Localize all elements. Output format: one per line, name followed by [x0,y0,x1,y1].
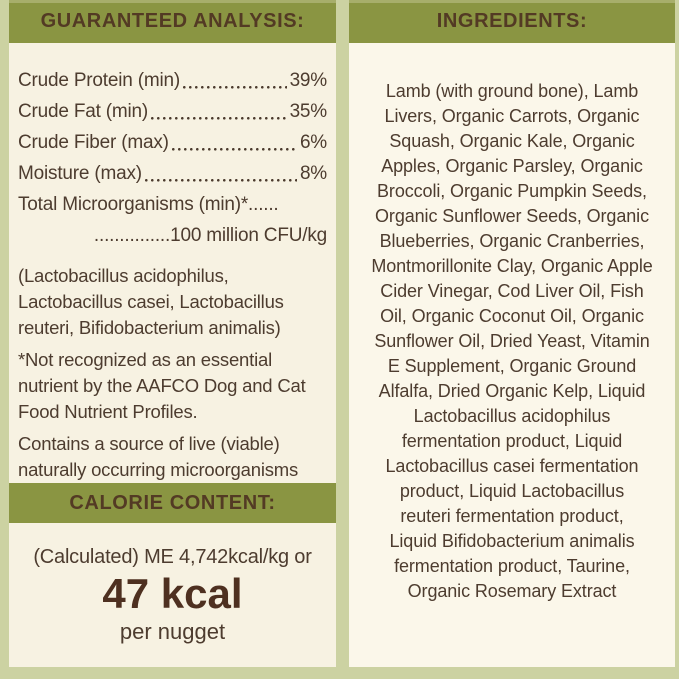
analysis-rows: Crude Protein (min) 39% Crude Fat (min) … [18,65,327,189]
guaranteed-analysis-body: Crude Protein (min) 39% Crude Fat (min) … [9,43,336,483]
ingredient-line: product, Liquid Lactobacillus [399,481,625,501]
ingredient-line: Apples, Organic Parsley, Organic [381,156,643,176]
analysis-value: 35% [289,101,328,122]
analysis-row: Moisture (max) 8% [18,158,327,189]
ingredient-line: Alfalfa, Dried Organic Kelp, Liquid [378,381,646,401]
dot-leader [144,179,297,183]
ingredient-line: reuteri fermentation product, [400,506,624,526]
ingredient-line: Broccoli, Organic Pumpkin Seeds, [377,181,647,201]
guaranteed-analysis-panel: GUARANTEED ANALYSIS: Crude Protein (min)… [9,0,336,667]
microorganisms-value: ...............100 million CFU/kg [93,225,327,246]
analysis-label: Crude Fiber (max) [18,132,169,153]
live-microorganisms-note: Contains a source of live (viable) natur… [18,433,299,480]
analysis-value: 6% [299,132,327,153]
ingredient-line: fermentation product, Liquid [401,431,623,451]
dot-leader [182,86,287,90]
analysis-row: Crude Fat (min) 35% [18,96,327,127]
ingredient-line: Organic Sunflower Seeds, Organic [375,206,649,226]
ingredients-panel: INGREDIENTS: Lamb (with ground bone), La… [349,0,675,667]
ingredient-line: Lactobacillus casei fermentation [385,456,639,476]
aafco-disclaimer-note: *Not recognized as an essential nutrient… [18,349,306,422]
ingredient-line: Lamb (with ground bone), Lamb [385,81,639,101]
ingredient-line: Sunflower Oil, Dried Yeast, Vitamin [374,331,650,351]
dot-leader [151,117,287,121]
dot-leader [171,148,297,152]
guaranteed-analysis-header: GUARANTEED ANALYSIS: [9,0,336,43]
panel-divider [336,0,349,667]
ingredients-header: INGREDIENTS: [349,0,675,43]
ingredient-line: Oil, Organic Coconut Oil, Organic [380,306,644,326]
ingredient-line: Montmorillonite Clay, Organic Apple [371,256,653,276]
ingredients-list: Lamb (with ground bone), Lamb Livers, Or… [349,43,675,667]
ingredient-line: Blueberries, Organic Cranberries, [379,231,645,251]
microorganisms-label: Total Microorganisms (min)*...... [18,194,279,215]
calorie-calculated-line: (Calculated) ME 4,742kcal/kg or [33,546,312,568]
analysis-label: Crude Fat (min) [18,101,149,122]
ingredient-line: Organic Rosemary Extract [407,581,617,601]
analysis-value: 8% [299,163,327,184]
ingredient-line: Lactobacillus acidophilus [413,406,611,426]
analysis-value: 39% [289,70,328,91]
ingredient-line: Cider Vinegar, Cod Liver Oil, Fish [380,281,644,301]
ingredient-line: Liquid Bifidobacterium animalis [389,531,635,551]
analysis-row: Crude Fiber (max) 6% [18,127,327,158]
calorie-content-header: CALORIE CONTENT: [9,483,336,523]
ingredient-line: Squash, Organic Kale, Organic [389,131,635,151]
calorie-content-body: (Calculated) ME 4,742kcal/kg or 47 kcal … [9,523,336,667]
analysis-label: Crude Protein (min) [18,70,180,91]
calorie-value: 47 kcal [102,570,243,617]
probiotic-species-note: (Lactobacillus acidophilus, Lactobacillu… [18,265,284,338]
ingredient-line: fermentation product, Taurine, [394,556,630,576]
analysis-label: Moisture (max) [18,163,142,184]
analysis-row: Crude Protein (min) 39% [18,65,327,96]
ingredient-line: Livers, Organic Carrots, Organic [384,106,640,126]
calorie-unit: per nugget [119,619,226,644]
ingredient-line: E Supplement, Organic Ground [387,356,637,376]
